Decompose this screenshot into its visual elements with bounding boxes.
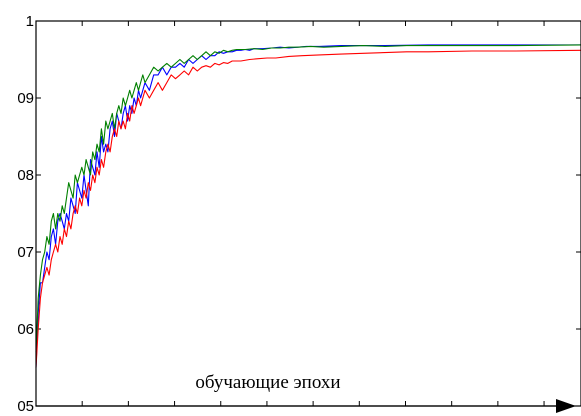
y-tick-label: 07	[17, 244, 34, 261]
series-line-3	[36, 50, 581, 367]
series-layer	[36, 45, 581, 368]
y-tick-label: 05	[17, 398, 34, 415]
y-axis-ticks: 05 06 07 08 09 1	[17, 13, 581, 415]
y-tick-label: 1	[26, 13, 34, 30]
series-line-2	[36, 45, 581, 352]
x-axis-label: обучающие эпохи	[195, 372, 340, 393]
plot-frame	[36, 21, 581, 406]
series-line-1	[36, 45, 581, 368]
x-axis-arrow-head	[556, 399, 576, 413]
x-axis-ticks	[82, 21, 544, 406]
y-tick-label: 06	[17, 321, 34, 338]
y-tick-label: 09	[17, 90, 34, 107]
y-tick-label: 08	[17, 167, 34, 184]
